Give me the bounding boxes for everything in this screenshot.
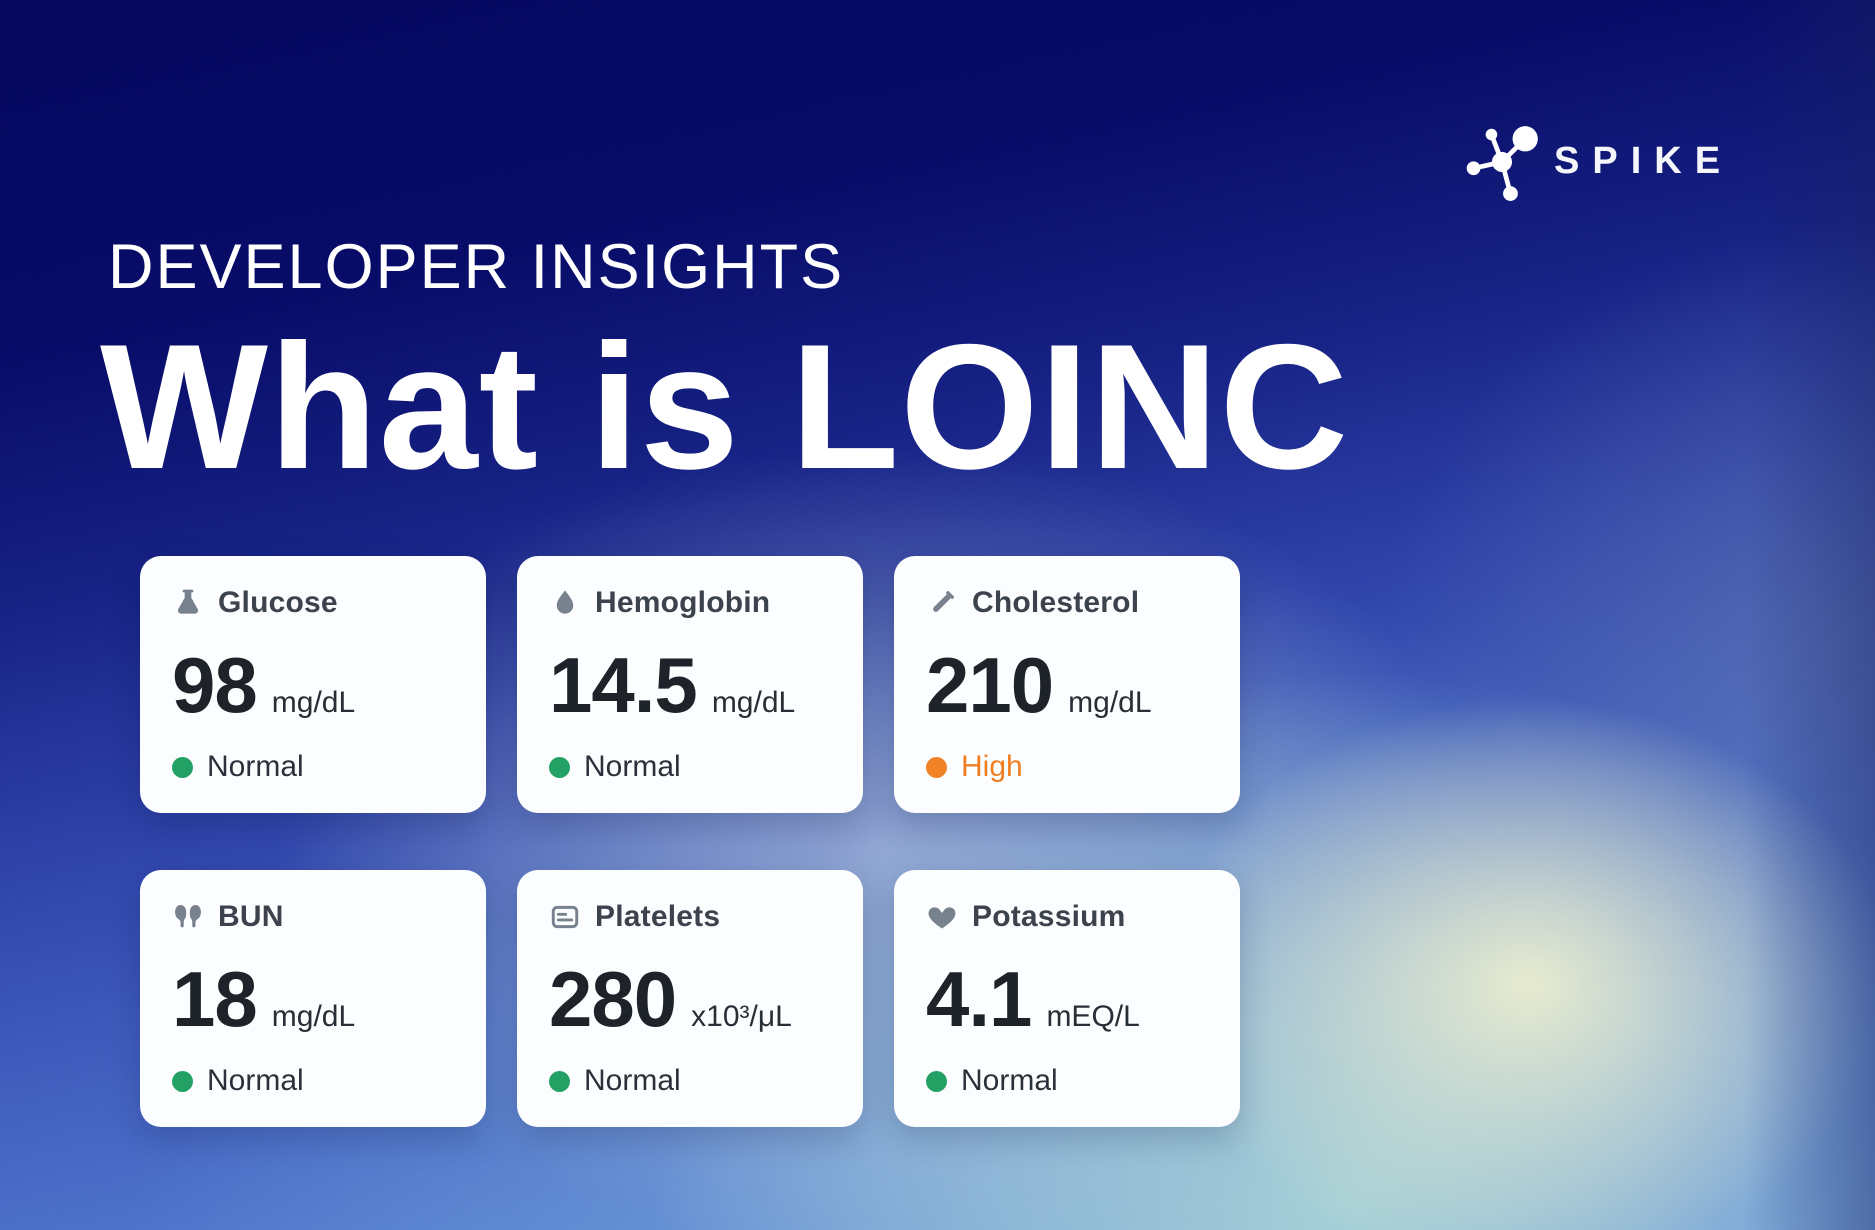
status-label: Normal	[584, 1064, 681, 1097]
lab-name: Hemoglobin	[595, 586, 771, 619]
lab-card: Glucose 98 mg/dL Normal	[140, 556, 486, 813]
lab-name: Platelets	[595, 900, 721, 933]
lab-value: 14.5	[549, 641, 698, 729]
lab-card-header: Hemoglobin	[549, 586, 831, 620]
card-lines-icon	[549, 901, 581, 933]
lab-status: High	[926, 750, 1208, 784]
status-label: High	[961, 750, 1023, 783]
lab-unit: mEQ/L	[1046, 1000, 1140, 1033]
lab-name: Cholesterol	[972, 586, 1140, 619]
heart-icon	[926, 901, 958, 933]
lab-value-row: 280 x10³/μL	[549, 960, 831, 1038]
lab-value-row: 98 mg/dL	[172, 646, 454, 724]
status-dot	[172, 756, 193, 778]
lab-value-row: 4.1 mEQ/L	[926, 960, 1208, 1038]
lab-value: 4.1	[926, 955, 1032, 1043]
status-dot	[926, 1070, 947, 1092]
brand-wordmark: SPIKE	[1554, 140, 1734, 182]
test-tube-icon	[926, 587, 958, 619]
lab-card-header: Potassium	[926, 900, 1208, 934]
lab-unit: mg/dL	[271, 1000, 356, 1033]
lab-value: 18	[172, 955, 258, 1043]
lab-card-header: Glucose	[172, 586, 454, 620]
status-label: Normal	[207, 1064, 304, 1097]
status-dot	[172, 1070, 193, 1092]
lab-status: Normal	[549, 750, 831, 784]
spike-logo: SPIKE	[1466, 124, 1733, 202]
lab-card: Platelets 280 x10³/μL Normal	[517, 870, 863, 1127]
lab-card-header: Cholesterol	[926, 586, 1208, 620]
lab-name: BUN	[218, 900, 284, 933]
status-label: Normal	[961, 1064, 1058, 1097]
lab-card-header: Platelets	[549, 900, 831, 934]
status-dot	[926, 756, 947, 778]
kidney-icon	[172, 901, 204, 933]
lab-status: Normal	[926, 1064, 1208, 1098]
lab-value-row: 210 mg/dL	[926, 646, 1208, 724]
right-edge-vignette	[1745, 0, 1875, 1230]
lab-value: 210	[926, 641, 1054, 729]
molecule-icon	[1466, 126, 1538, 201]
lab-value-row: 14.5 mg/dL	[549, 646, 831, 724]
status-label: Normal	[584, 750, 681, 783]
lab-status: Normal	[549, 1064, 831, 1098]
lab-name: Glucose	[218, 586, 338, 619]
lab-unit: x10³/μL	[691, 1000, 792, 1033]
eyebrow-text: DEVELOPER INSIGHTS	[108, 232, 845, 302]
lab-name: Potassium	[972, 900, 1126, 933]
lab-status: Normal	[172, 1064, 454, 1098]
status-dot	[549, 1070, 570, 1092]
status-dot	[549, 756, 570, 778]
status-label: Normal	[207, 750, 304, 783]
lab-card: Hemoglobin 14.5 mg/dL Normal	[517, 556, 863, 813]
lab-value: 280	[549, 955, 677, 1043]
lab-status: Normal	[172, 750, 454, 784]
lab-card: Cholesterol 210 mg/dL High	[894, 556, 1240, 813]
lab-unit: mg/dL	[271, 686, 356, 719]
drop-icon	[549, 587, 581, 619]
page-title: What is LOINC	[100, 307, 1350, 506]
lab-card-header: BUN	[172, 900, 454, 934]
lab-unit: mg/dL	[1068, 686, 1152, 719]
lab-card: BUN 18 mg/dL Normal	[140, 870, 486, 1127]
lab-card: Potassium 4.1 mEQ/L Normal	[894, 870, 1240, 1127]
lab-value: 98	[172, 641, 258, 729]
flask-icon	[172, 587, 204, 619]
lab-unit: mg/dL	[711, 686, 796, 719]
lab-value-row: 18 mg/dL	[172, 960, 454, 1038]
lab-card-grid: Glucose 98 mg/dL Normal Hemoglobin 14.5 …	[140, 556, 1240, 1127]
